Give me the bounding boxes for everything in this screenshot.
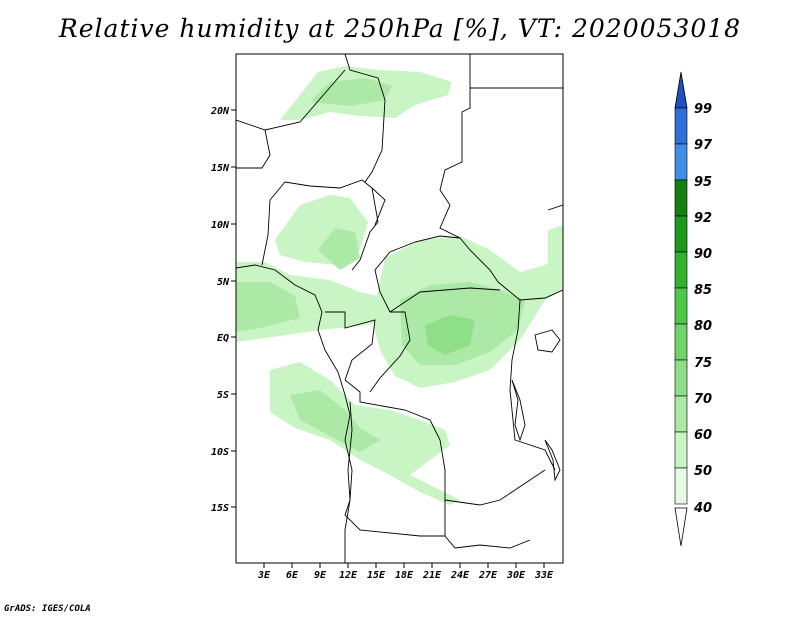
lat-axis: 20N 15N 10N 5N EQ 5S 10S 15S (210, 106, 236, 514)
border-line (439, 54, 471, 191)
map-frame (235, 53, 564, 564)
humidity-area-guinea-inner (236, 282, 300, 332)
lat-label: 15S (211, 503, 229, 514)
border-line (325, 311, 376, 381)
colorbar-segment (674, 251, 688, 289)
lon-label: 9E (314, 570, 327, 581)
colorbar-label: 85 (694, 283, 712, 298)
humidity-area-congo-core (425, 315, 475, 355)
colorbar-label: 97 (694, 138, 713, 153)
colorbar-label: 70 (694, 392, 712, 407)
border-line (374, 269, 391, 313)
border-line (236, 69, 346, 131)
colorbar-segment (674, 143, 688, 181)
lat-label: 5S (217, 390, 229, 401)
colorbar-segment (674, 395, 688, 433)
lat-label: EQ (217, 333, 229, 344)
lat-label: 20N (210, 106, 230, 117)
humidity-field (236, 66, 563, 505)
border-line (389, 287, 501, 313)
colorbar-segment (674, 107, 688, 145)
colorbar-label: 90 (694, 247, 712, 262)
colorbar-segment (674, 467, 688, 505)
lat-label: 10S (211, 447, 229, 458)
colorbar-segment (674, 287, 688, 325)
colorbar-label: 40 (693, 501, 712, 516)
colorbar-top-arrow (674, 71, 688, 109)
border-line (371, 187, 386, 226)
lon-label: 21E (422, 570, 442, 581)
lon-label: 6E (286, 570, 299, 581)
lat-label: 15N (211, 163, 230, 174)
humidity-area-east (548, 225, 563, 268)
lat-label: 5N (217, 277, 230, 288)
colorbar-label: 92 (694, 211, 712, 226)
lake-tanganyika (511, 379, 526, 442)
colorbar-label: 99 (694, 102, 712, 117)
colorbar-label: 75 (694, 356, 712, 371)
lat-label: 10N (211, 220, 230, 231)
colorbar-label: 95 (694, 175, 712, 190)
colorbar-segment (674, 179, 688, 217)
lon-axis: 3E 6E 9E 12E 15E 18E 21E 24E 27E 30E 33E (257, 563, 554, 581)
lake-malawi (544, 439, 561, 482)
colorbar-segment (674, 323, 688, 361)
border-line (374, 235, 461, 271)
lon-label: 12E (339, 570, 358, 581)
border-line (444, 535, 531, 549)
lon-label: 15E (367, 570, 386, 581)
colorbar-segment (674, 359, 688, 397)
lon-label: 30E (506, 570, 526, 581)
humidity-area-angola-inner (290, 390, 380, 452)
humidity-area-nigeria (318, 228, 360, 270)
border-line (514, 439, 556, 471)
border-line (344, 54, 386, 183)
border-line (497, 281, 563, 301)
lon-label: 27E (478, 570, 498, 581)
lake-victoria (534, 329, 561, 353)
colorbar-label: 60 (694, 428, 712, 443)
map-title: Relative humidity at 250hPa [%], VT: 202… (58, 14, 742, 43)
colorbar-label: 80 (694, 319, 712, 334)
lon-label: 18E (395, 570, 414, 581)
coastline (236, 264, 353, 563)
lon-label: 24E (450, 570, 470, 581)
border-line (547, 204, 563, 211)
colorbar-segment (674, 431, 688, 469)
lon-label: 3E (257, 570, 271, 581)
border-line (236, 129, 271, 169)
colorbar: 99 97 95 92 90 85 80 75 70 60 50 40 (674, 71, 713, 547)
humidity-area-north-inner (310, 78, 392, 106)
colorbar-segment (674, 215, 688, 253)
border-line (369, 311, 411, 393)
border-line (439, 439, 446, 536)
country-borders (236, 54, 563, 563)
border-line (509, 299, 521, 441)
border-line (261, 199, 271, 266)
grads-credit: GrADS: IGES/COLA (4, 604, 91, 614)
lon-label: 33E (534, 570, 554, 581)
colorbar-label: 50 (694, 464, 712, 479)
border-line (344, 379, 441, 441)
colorbar-bottom-arrow (674, 507, 688, 547)
border-line (444, 469, 546, 506)
border-line (269, 179, 379, 271)
border-line (344, 401, 445, 537)
